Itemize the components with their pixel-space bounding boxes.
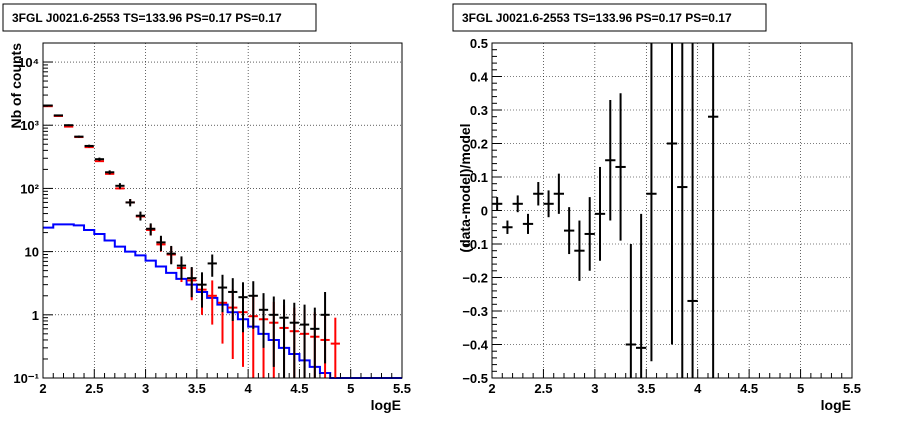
left-xtick-label: 5.5 — [393, 381, 411, 396]
right-ytick-label: −0.4 — [462, 338, 488, 353]
data-point — [43, 104, 53, 107]
residual-point — [522, 213, 534, 234]
model-step-line — [43, 223, 402, 379]
right-title-box — [452, 3, 767, 32]
residual-point — [594, 166, 606, 261]
residual-point — [553, 173, 564, 214]
data-point — [135, 211, 146, 221]
right-xtick-label: 4.5 — [740, 381, 758, 396]
left-xtick-label: 2.5 — [85, 381, 103, 396]
residual-point — [533, 182, 544, 206]
left-ytick-label: 10² — [20, 181, 39, 196]
data-point — [166, 245, 176, 265]
data-point — [320, 291, 330, 364]
residual-point — [615, 93, 626, 241]
right-xlabel: logE — [821, 397, 851, 413]
right-ytick-label: −0.1 — [462, 237, 488, 252]
left-ylabel: Nb of counts — [8, 43, 24, 129]
right-xtick-label: 4 — [694, 381, 702, 396]
left-axes: 2 2.5 3 3.5 4 4.5 5 5.5 10⁻¹ 1 10 10² 10³ 10⁴ — [13, 42, 411, 396]
data-point — [258, 293, 269, 348]
residual-point — [636, 213, 647, 378]
data-point — [115, 183, 125, 189]
right-ytick-label: 0.1 — [470, 170, 488, 185]
right-ytick-label: 0.2 — [470, 137, 488, 152]
data-point — [217, 274, 228, 313]
right-ytick-label: −0.3 — [462, 304, 488, 319]
right-ytick-label: 0.5 — [470, 36, 488, 51]
left-xtick-label: 3 — [142, 381, 149, 396]
right-ytick-label: −0.5 — [462, 371, 488, 386]
model-point — [207, 280, 217, 325]
residual-point — [574, 220, 585, 281]
residual-point — [677, 43, 688, 378]
right-xtick-label: 5 — [797, 381, 804, 396]
data-point — [146, 223, 156, 236]
right-xtick-label: 2.5 — [534, 381, 552, 396]
data-point — [310, 307, 320, 378]
left-xtick-label: 2 — [39, 381, 46, 396]
data-point — [207, 254, 217, 277]
left-ytick-label: 10 — [25, 245, 39, 260]
right-residual-panel: 3FGL J0021.6-2553 TS=133.96 PS=0.17 PS=0… — [452, 3, 861, 413]
left-xtick-label: 5 — [347, 381, 354, 396]
right-xtick-label: 2 — [488, 381, 495, 396]
data-point — [269, 296, 279, 367]
data-point — [105, 170, 115, 175]
model-point — [330, 317, 340, 378]
residual-point — [625, 244, 636, 378]
right-xtick-label: 3.5 — [637, 381, 655, 396]
data-point — [176, 256, 187, 280]
data-point — [197, 272, 207, 308]
left-xtick-label: 4.5 — [290, 381, 308, 396]
data-point — [156, 235, 166, 252]
right-xtick-label: 3 — [591, 381, 598, 396]
left-ytick-label: 10⁴ — [18, 55, 39, 70]
left-xtick-label: 3.5 — [188, 381, 206, 396]
residual-point — [687, 43, 698, 378]
right-ytick-label: 0 — [481, 204, 488, 219]
residual-point — [646, 43, 657, 362]
left-ytick-label: 10⁻¹ — [13, 371, 39, 386]
left-ytick-label: 10³ — [20, 118, 39, 133]
data-point — [187, 267, 197, 298]
data-point — [279, 299, 289, 378]
residual-point — [512, 195, 523, 213]
right-xtick-label: 5.5 — [843, 381, 861, 396]
left-histogram-panel: 3FGL J0021.6-2553 TS=133.96 PS=0.17 PS=0… — [2, 3, 411, 413]
right-axes: 2 2.5 3 3.5 4 4.5 5 5.5 −0.5 −0.4 −0.3 −0.2 −0.1 0 0.1… — [462, 36, 861, 396]
left-title: 3FGL J0021.6-2553 TS=133.96 PS=0.17 PS=0… — [12, 11, 282, 25]
right-ytick-label: 0.4 — [470, 70, 489, 85]
residual-point — [708, 43, 719, 378]
right-title: 3FGL J0021.6-2553 TS=133.96 PS=0.17 PS=0… — [462, 11, 732, 25]
left-title-box — [2, 3, 317, 32]
residual-point — [605, 99, 616, 221]
left-frame — [42, 42, 403, 379]
residual-point — [564, 207, 575, 255]
residual-point — [666, 43, 678, 345]
data-point — [84, 144, 94, 148]
left-xtick-label: 4 — [245, 381, 253, 396]
right-ytick-label: 0.3 — [470, 103, 488, 118]
left-plot-area — [43, 104, 402, 379]
data-point — [248, 281, 258, 329]
data-point — [299, 304, 310, 378]
data-point — [74, 135, 84, 138]
right-ylabel: (data-model)/model — [457, 123, 473, 252]
data-point — [289, 302, 299, 378]
left-xlabel: logE — [371, 397, 401, 413]
data-point — [64, 124, 74, 127]
left-ytick-label: 1 — [32, 308, 39, 323]
right-plot-area — [492, 43, 719, 378]
residual-point — [502, 220, 513, 234]
residual-point — [543, 190, 554, 218]
right-ytick-label: −0.2 — [462, 271, 488, 286]
data-point — [125, 198, 135, 207]
data-point — [94, 157, 105, 161]
data-point — [238, 282, 248, 333]
residual-point — [584, 197, 595, 271]
data-point — [53, 114, 64, 117]
data-point — [228, 278, 238, 321]
